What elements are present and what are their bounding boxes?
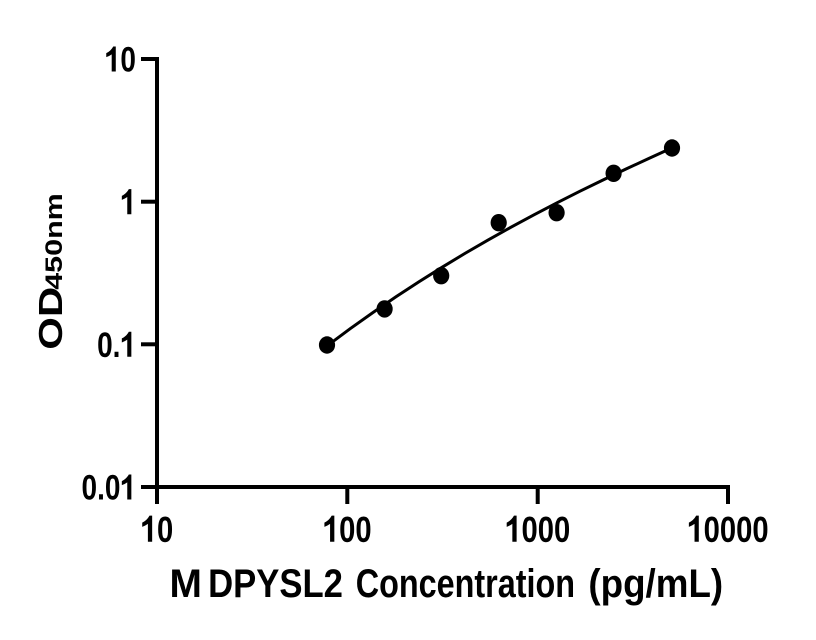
svg-text:10: 10 [141, 510, 173, 551]
svg-text:(pg/mL): (pg/mL) [588, 562, 723, 607]
svg-text:M: M [170, 562, 202, 607]
svg-text:0.01: 0.01 [82, 467, 136, 507]
svg-text:Concentration: Concentration [356, 561, 575, 606]
svg-text:DPYSL2: DPYSL2 [208, 561, 343, 606]
svg-text:10000: 10000 [687, 510, 768, 551]
svg-text:10: 10 [105, 39, 136, 79]
svg-text:0.1: 0.1 [97, 325, 136, 365]
